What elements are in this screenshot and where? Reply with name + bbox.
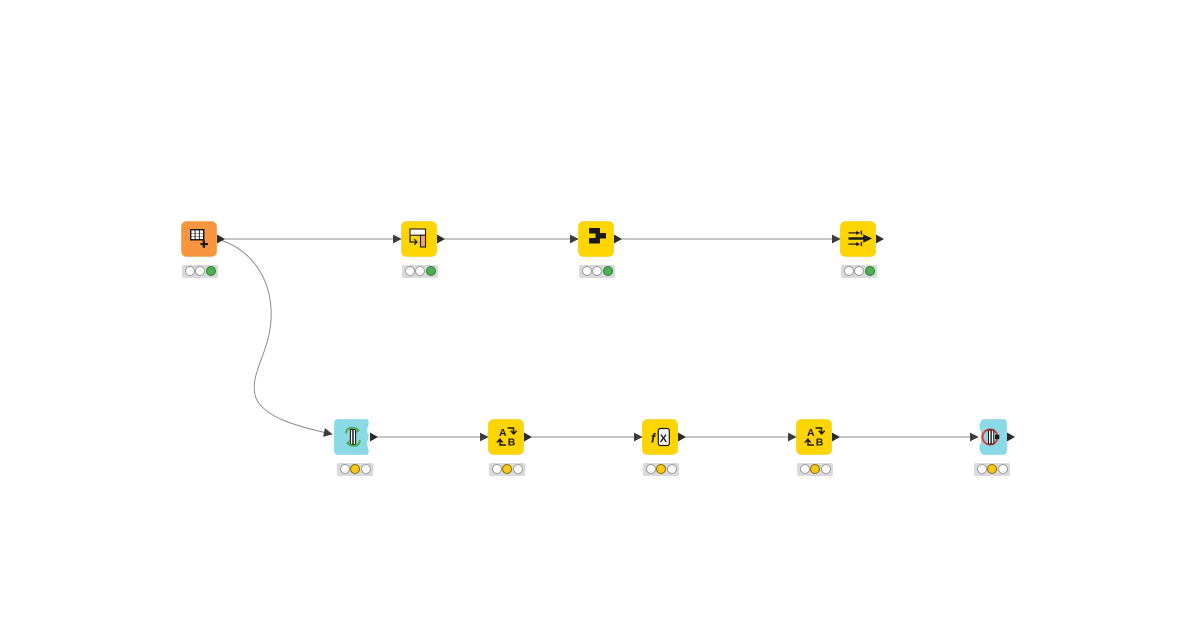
svg-text:X: X	[660, 433, 668, 445]
svg-text:A: A	[807, 427, 815, 439]
svg-text:A: A	[499, 427, 507, 439]
svg-text:B: B	[508, 437, 516, 449]
svg-text:B: B	[816, 437, 824, 449]
